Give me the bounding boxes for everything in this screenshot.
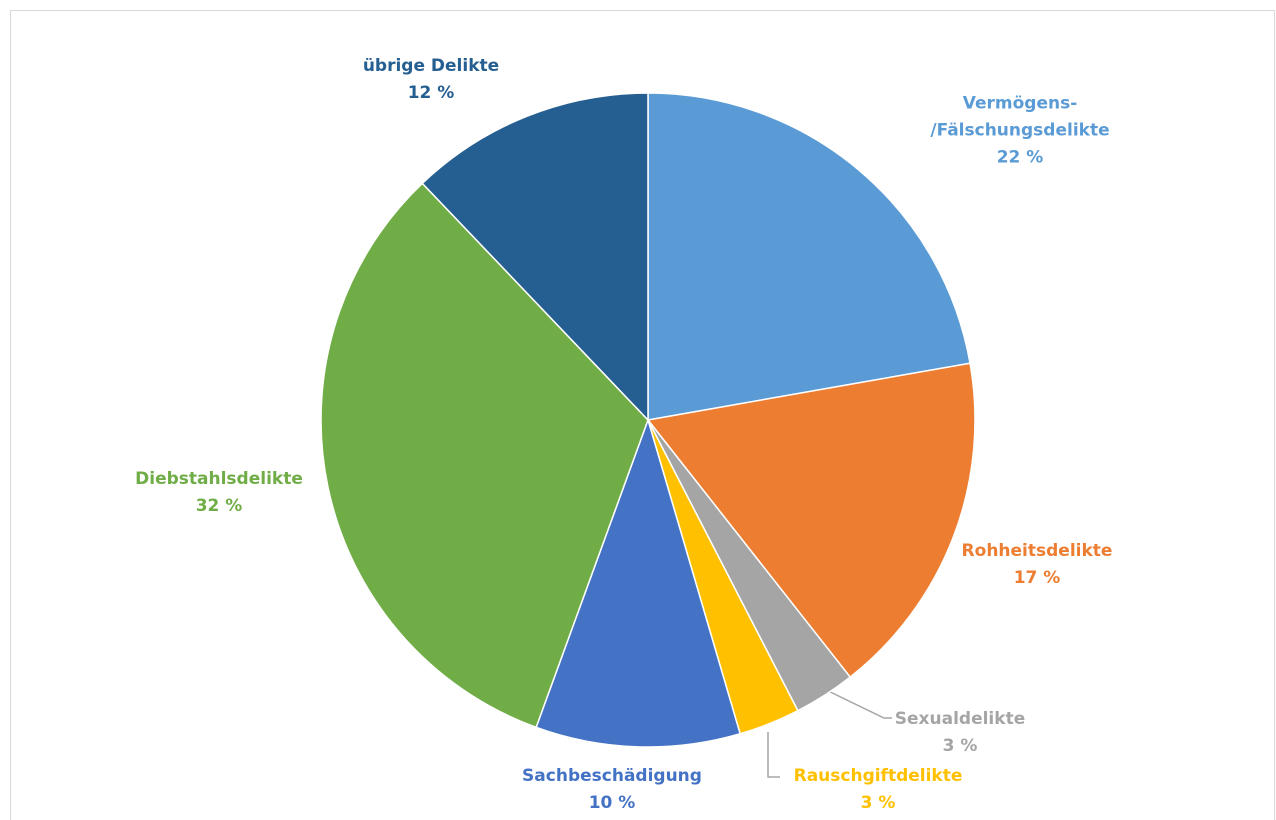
category-name: Diebstahlsdelikte: [135, 469, 303, 489]
leader-line: [767, 732, 780, 778]
value-label: 10 %: [588, 793, 636, 813]
slice-label: Vermögens- /Fälschungsdelikte 22 %: [930, 91, 1109, 172]
category-name: Sachbeschädigung: [522, 766, 702, 786]
value-label: 3 %: [942, 736, 978, 756]
slice-label: Rauschgiftdelikte 3 %: [794, 763, 963, 817]
pie-slice: [647, 92, 971, 421]
leader-line: [821, 687, 892, 719]
category-name: übrige Delikte: [362, 56, 500, 76]
category-name: Vermögens- /Fälschungsdelikte: [930, 93, 1110, 141]
pie-slice: [646, 362, 976, 679]
category-name: Rauschgiftdelikte: [793, 766, 963, 786]
pie-slice: [320, 182, 649, 729]
pie-slice: [535, 417, 742, 748]
slice-label: Sachbeschädigung 10 %: [522, 763, 702, 817]
slice-label: Diebstahlsdelikte 32 %: [135, 466, 303, 520]
category-name: Rohheitsdelikte: [961, 541, 1113, 561]
slice-label: übrige Delikte 12 %: [363, 53, 499, 107]
value-label: 12 %: [407, 83, 455, 103]
slice-label: Sexualdelikte 3 %: [895, 706, 1025, 760]
value-label: 3 %: [860, 793, 896, 813]
value-label: 32 %: [195, 496, 243, 516]
chart-frame: [10, 10, 1275, 820]
category-name: Sexualdelikte: [894, 709, 1026, 729]
pie-slice: [421, 92, 649, 422]
value-label: 17 %: [1013, 568, 1061, 588]
slice-label: Rohheitsdelikte 17 %: [962, 538, 1113, 592]
value-label: 22 %: [996, 147, 1044, 168]
